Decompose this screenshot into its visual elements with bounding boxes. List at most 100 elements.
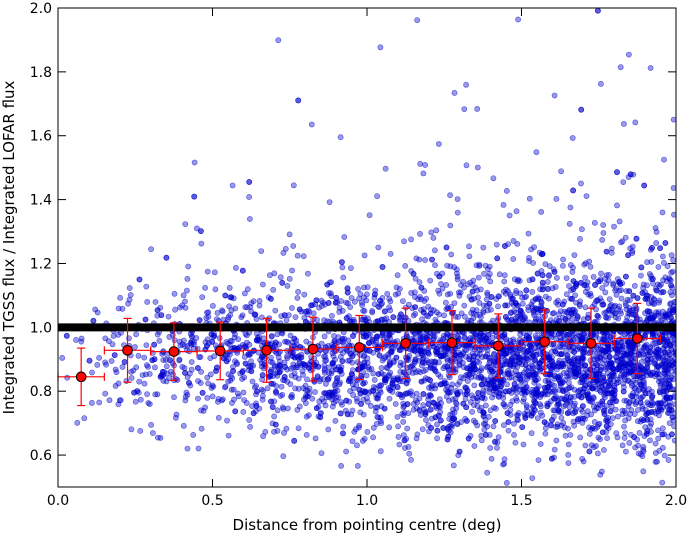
scatter-point <box>478 381 485 388</box>
scatter-point <box>328 370 335 377</box>
scatter-point <box>520 371 526 378</box>
scatter-point <box>579 335 586 342</box>
scatter-point <box>531 312 538 319</box>
scatter-point <box>410 270 417 277</box>
scatter-point <box>401 238 407 245</box>
scatter-point <box>626 288 633 294</box>
scatter-point <box>295 97 302 104</box>
scatter-point <box>345 313 352 320</box>
scatter-point <box>598 80 604 87</box>
scatter-point <box>666 370 672 377</box>
scatter-point <box>552 283 559 290</box>
scatter-point <box>545 285 551 292</box>
scatter-point <box>642 342 648 349</box>
scatter-point <box>448 251 455 258</box>
scatter-point <box>364 428 371 435</box>
scatter-point <box>434 435 440 442</box>
scatter-point <box>399 410 406 417</box>
scatter-point <box>291 335 298 342</box>
scatter-point <box>172 414 179 421</box>
scatter-point <box>419 316 425 323</box>
scatter-point <box>647 349 653 355</box>
scatter-point <box>532 296 539 302</box>
scatter-point <box>548 330 555 337</box>
scatter-point <box>437 381 444 388</box>
scatter-point <box>451 416 457 423</box>
scatter-point <box>612 406 619 413</box>
scatter-point <box>132 398 139 405</box>
scatter-point <box>620 388 627 395</box>
scatter-point <box>642 332 648 339</box>
scatter-point <box>501 278 508 285</box>
scatter-point <box>436 311 442 318</box>
scatter-point <box>430 358 437 365</box>
scatter-point <box>513 395 520 402</box>
scatter-point <box>347 318 353 325</box>
scatter-point <box>511 420 517 427</box>
scatter-point <box>134 388 141 394</box>
scatter-point <box>579 354 586 361</box>
scatter-point <box>627 245 633 252</box>
scatter-point <box>601 411 608 417</box>
scatter-point <box>249 403 255 409</box>
scatter-point <box>487 278 494 285</box>
scatter-point <box>631 282 638 289</box>
scatter-point <box>294 295 301 301</box>
scatter-point <box>533 377 539 384</box>
scatter-point <box>569 268 576 275</box>
scatter-point <box>496 271 503 278</box>
scatter-point <box>611 223 617 230</box>
scatter-point <box>614 276 621 282</box>
scatter-point <box>612 346 619 352</box>
scatter-point <box>90 317 97 324</box>
scatter-point <box>203 314 210 321</box>
scatter-point <box>547 371 554 378</box>
scatter-point <box>593 386 600 393</box>
scatter-point <box>387 298 394 305</box>
scatter-point <box>427 277 434 284</box>
y-tick-label: 1.8 <box>30 65 52 81</box>
scatter-point <box>468 317 475 324</box>
scatter-point <box>339 358 346 364</box>
scatter-point <box>653 287 660 294</box>
scatter-point <box>568 384 575 391</box>
scatter-point <box>484 289 491 296</box>
scatter-point <box>219 308 226 315</box>
scatter-point <box>637 399 644 406</box>
scatter-point <box>564 352 571 358</box>
scatter-point <box>547 422 554 428</box>
scatter-point <box>606 296 613 303</box>
scatter-point <box>299 368 306 374</box>
scatter-point <box>632 444 639 451</box>
scatter-point <box>279 279 286 286</box>
scatter-point <box>270 286 277 293</box>
scatter-point <box>529 475 536 481</box>
scatter-point <box>211 353 218 360</box>
scatter-point <box>253 402 260 409</box>
scatter-point <box>539 250 546 257</box>
scatter-point <box>432 414 439 421</box>
scatter-point <box>406 450 413 457</box>
scatter-point <box>182 221 189 227</box>
scatter-point <box>163 254 170 261</box>
scatter-point <box>355 366 362 373</box>
scatter-point <box>214 309 221 316</box>
scatter-point <box>545 377 552 384</box>
scatter-point <box>539 286 546 293</box>
scatter-point <box>279 391 286 398</box>
scatter-point <box>277 362 284 369</box>
scatter-point <box>427 377 433 384</box>
scatter-point <box>158 312 165 318</box>
scatter-point <box>427 310 434 317</box>
scatter-point <box>376 352 383 359</box>
scatter-point <box>559 379 566 386</box>
scatter-point <box>413 435 420 442</box>
scatter-point <box>310 310 317 317</box>
scatter-point <box>240 408 247 415</box>
scatter-point <box>259 372 266 379</box>
scatter-point <box>292 385 299 392</box>
scatter-point <box>619 343 626 350</box>
scatter-point <box>156 337 163 344</box>
scatter-point <box>74 419 81 426</box>
scatter-point <box>433 309 440 316</box>
